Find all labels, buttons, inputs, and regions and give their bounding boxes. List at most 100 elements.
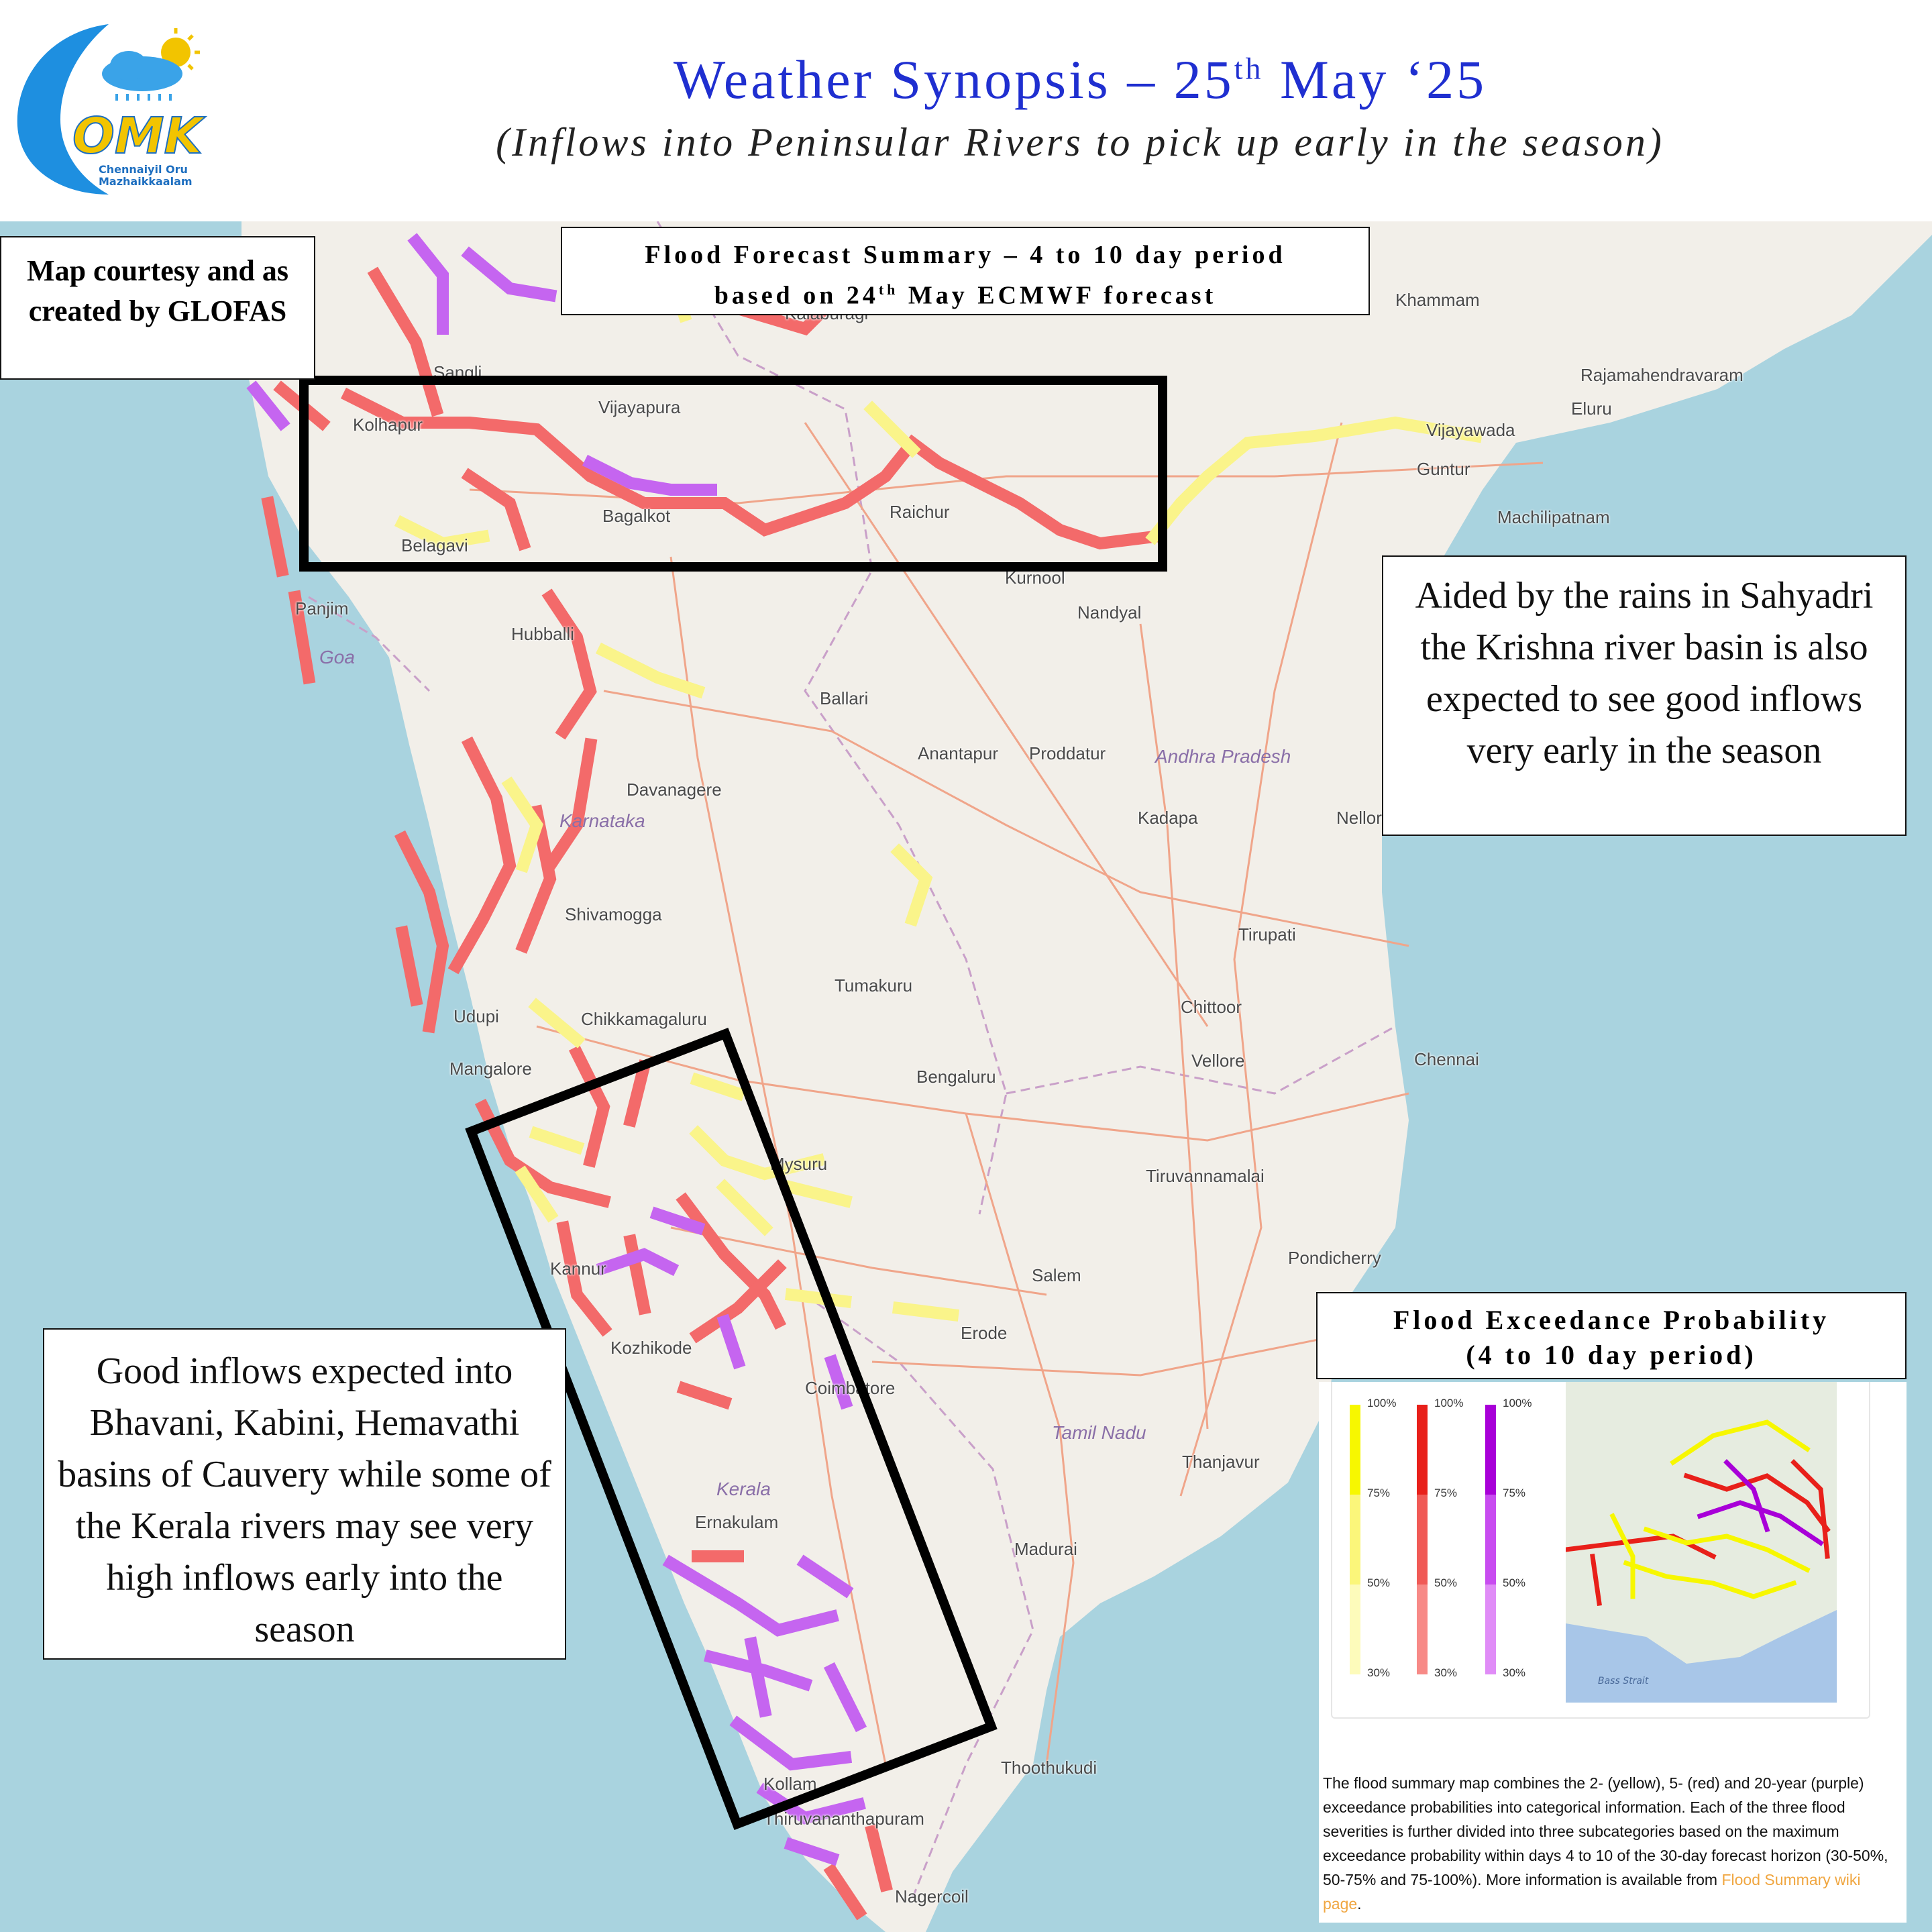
forecast-line2-post: May ECMWF forecast bbox=[898, 281, 1217, 310]
krishna-highlight-box bbox=[299, 376, 1167, 572]
road-network bbox=[469, 422, 1544, 1765]
place-kadapa: Kadapa bbox=[1138, 808, 1198, 828]
place-vellore: Vellore bbox=[1191, 1051, 1245, 1071]
legend-title-line2: (4 to 10 day period) bbox=[1466, 1340, 1757, 1370]
place-salem: Salem bbox=[1032, 1265, 1081, 1285]
place-thanjavur: Thanjavur bbox=[1182, 1452, 1260, 1472]
place-ernakulam: Ernakulam bbox=[695, 1512, 779, 1532]
flood-forecast-summary-box: Flood Forecast Summary – 4 to 10 day per… bbox=[561, 227, 1370, 315]
legend-description-text: The flood summary map combines the 2- (y… bbox=[1323, 1774, 1888, 1888]
logo-line1: Chennaiyil Oru bbox=[99, 163, 188, 176]
legend-purple-tick-50: 50% bbox=[1503, 1576, 1526, 1589]
place-udupi: Udupi bbox=[453, 1006, 499, 1026]
forecast-line2: based on 24th May ECMWF forecast bbox=[569, 272, 1362, 313]
legend-yellow-tick-100: 100% bbox=[1367, 1397, 1397, 1409]
place-coimbatore: Coimbatore bbox=[805, 1378, 896, 1398]
place-thiruvananthapuram: Thiruvananthapuram bbox=[763, 1809, 924, 1829]
legend-yellow-low bbox=[1350, 1585, 1360, 1674]
legend-purple-mid bbox=[1485, 1495, 1496, 1585]
logo-letters: OMK bbox=[72, 107, 206, 165]
place-vijayawada: Vijayawada bbox=[1426, 420, 1515, 440]
map-credit-box: Map courtesy and as created by GLOFAS bbox=[0, 236, 315, 380]
map-canvas bbox=[241, 221, 1932, 1932]
place-kozhikode: Kozhikode bbox=[610, 1338, 692, 1358]
state-tamil-nadu: Tamil Nadu bbox=[1052, 1422, 1146, 1443]
place-thoothukudi: Thoothukudi bbox=[1001, 1758, 1097, 1778]
place-machilipatnam: Machilipatnam bbox=[1497, 507, 1610, 527]
place-proddatur: Proddatur bbox=[1029, 743, 1106, 763]
title-sup: th bbox=[1234, 51, 1264, 86]
page-title: Weather Synopsis – 25th May ‘25 bbox=[376, 48, 1784, 111]
place-guntur: Guntur bbox=[1417, 459, 1470, 479]
place-madurai: Madurai bbox=[1014, 1539, 1077, 1559]
legend-yellow-high bbox=[1350, 1405, 1360, 1495]
place-chennai: Chennai bbox=[1414, 1049, 1479, 1069]
cloud-sun-rain-icon: OMK Chennaiyil Oru Mazhaikkaalam bbox=[17, 24, 207, 195]
legend-purple-tick-30: 30% bbox=[1503, 1666, 1526, 1679]
legend-title-line1: Flood Exceedance Probability bbox=[1393, 1305, 1830, 1335]
place-chittoor: Chittoor bbox=[1181, 997, 1242, 1017]
place-belagavi: Belagavi bbox=[401, 535, 468, 555]
legend-red-tick-30: 30% bbox=[1434, 1666, 1458, 1679]
legend-red-tick-100: 100% bbox=[1434, 1397, 1464, 1409]
legend-yellow-tick-75: 75% bbox=[1367, 1487, 1391, 1499]
place-panjim: Panjim bbox=[295, 598, 349, 619]
legend-yellow-tick-30: 30% bbox=[1367, 1666, 1391, 1679]
legend-red-tick-50: 50% bbox=[1434, 1576, 1458, 1589]
place-anantapur: Anantapur bbox=[918, 743, 998, 763]
legend-red-tick-75: 75% bbox=[1434, 1487, 1458, 1499]
legend-yellow-mid bbox=[1350, 1495, 1360, 1585]
place-chikkamagaluru: Chikkamagaluru bbox=[581, 1009, 707, 1029]
place-davanagere: Davanagere bbox=[627, 780, 722, 800]
place-kollam: Kollam bbox=[763, 1774, 817, 1794]
place-ballari: Ballari bbox=[820, 688, 869, 708]
legend-red-high bbox=[1417, 1405, 1428, 1495]
place-tumakuru: Tumakuru bbox=[835, 975, 913, 996]
legend-purple-tick-100: 100% bbox=[1503, 1397, 1532, 1409]
header: OMK Chennaiyil Oru Mazhaikkaalam Weather… bbox=[0, 0, 1932, 221]
thumbnail-canvas: Bass Strait bbox=[1566, 1382, 1837, 1703]
legend-yellow-tick-50: 50% bbox=[1367, 1576, 1391, 1589]
place-eluru: Eluru bbox=[1571, 398, 1612, 419]
legend-description: The flood summary map combines the 2- (y… bbox=[1323, 1774, 1888, 1913]
flood-river-pixels bbox=[246, 233, 1483, 1921]
legend-red-low bbox=[1417, 1585, 1428, 1674]
place-erode: Erode bbox=[961, 1323, 1008, 1343]
legend-purple-tick-75: 75% bbox=[1503, 1487, 1526, 1499]
page-subtitle: (Inflows into Peninsular Rivers to pick … bbox=[496, 120, 1664, 164]
logo-line2: Mazhaikkaalam bbox=[99, 175, 193, 188]
place-raichur: Raichur bbox=[890, 502, 950, 522]
thumbnail-label-bass-strait: Bass Strait bbox=[1598, 1676, 1649, 1686]
place-shivamogga: Shivamogga bbox=[565, 904, 662, 924]
flood-summary-wiki-link[interactable]: Flood Summary wiki page bbox=[1323, 1871, 1861, 1913]
place-nagercoil: Nagercoil bbox=[895, 1886, 969, 1907]
title-end: May ‘25 bbox=[1263, 49, 1487, 110]
state-boundaries bbox=[308, 221, 1396, 1899]
place-hubballi: Hubballi bbox=[511, 624, 574, 644]
place-vijayapura: Vijayapura bbox=[598, 397, 681, 417]
place-rajamahendravaram: Rajamahendravaram bbox=[1580, 365, 1743, 385]
example-thumbnail-map: Bass Strait bbox=[1566, 1382, 1837, 1703]
legend-purple-high bbox=[1485, 1405, 1496, 1495]
state-andhra-pradesh: Andhra Pradesh bbox=[1155, 746, 1291, 767]
place-bengaluru: Bengaluru bbox=[916, 1067, 996, 1087]
title-main: Weather Synopsis – 25 bbox=[673, 49, 1234, 110]
place-nandyal: Nandyal bbox=[1077, 602, 1142, 623]
place-tiruvannamalai: Tiruvannamalai bbox=[1146, 1166, 1265, 1186]
place-mangalore: Mangalore bbox=[449, 1059, 532, 1079]
state-karnataka: Karnataka bbox=[559, 810, 645, 831]
forecast-line2-pre: based on 24 bbox=[714, 281, 879, 310]
cauvery-note-box: Good inflows expected into Bhavani, Kabi… bbox=[43, 1328, 566, 1660]
forecast-line1: Flood Forecast Summary – 4 to 10 day per… bbox=[645, 241, 1286, 269]
place-mysuru: Mysuru bbox=[770, 1154, 828, 1174]
place-bagalkot: Bagalkot bbox=[602, 506, 671, 526]
state-goa: Goa bbox=[319, 647, 355, 667]
krishna-note-box: Aided by the rains in Sahyadri the Krish… bbox=[1382, 555, 1907, 836]
legend-purple-low bbox=[1485, 1585, 1496, 1674]
place-kolhapur: Kolhapur bbox=[353, 415, 423, 435]
forecast-line2-sup: th bbox=[878, 281, 899, 298]
place-khammam: Khammam bbox=[1395, 290, 1480, 310]
state-kerala: Kerala bbox=[716, 1479, 771, 1499]
place-pondicherry: Pondicherry bbox=[1288, 1248, 1381, 1268]
place-tirupati: Tirupati bbox=[1238, 924, 1296, 945]
